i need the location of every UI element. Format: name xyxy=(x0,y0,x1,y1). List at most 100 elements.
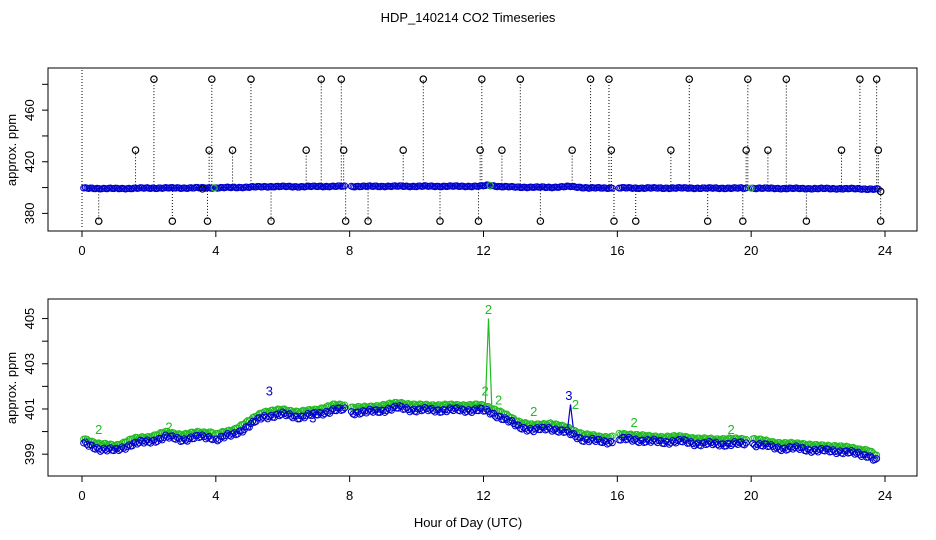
data-point xyxy=(155,430,163,438)
data-point xyxy=(874,185,882,193)
outlier-point xyxy=(198,185,207,193)
data-point xyxy=(598,439,606,447)
data-point xyxy=(265,413,273,421)
data-point xyxy=(83,440,91,448)
data-point xyxy=(674,437,682,445)
outlier-point xyxy=(228,146,237,154)
y-tick-label: 420 xyxy=(22,151,37,173)
data-point xyxy=(98,446,106,454)
data-point xyxy=(767,441,775,449)
data-point xyxy=(297,407,305,415)
outlier-point xyxy=(631,217,640,225)
x-axis-label: Hour of Day (UTC) xyxy=(414,515,522,530)
data-point xyxy=(182,436,190,444)
data-point xyxy=(300,414,308,422)
data-point xyxy=(689,440,697,448)
data-point xyxy=(448,400,456,408)
data-point xyxy=(633,438,641,446)
outlier-point xyxy=(874,146,883,154)
outlier-point xyxy=(536,217,545,225)
data-point xyxy=(652,437,660,445)
point-label: 2 xyxy=(572,397,579,412)
data-point xyxy=(200,428,208,436)
data-point xyxy=(572,433,580,441)
y-axis-label: approx. ppm xyxy=(4,352,19,424)
point-label: 3 xyxy=(266,383,273,398)
data-point xyxy=(732,439,740,447)
outlier-point xyxy=(610,217,618,225)
data-point xyxy=(754,441,762,449)
outlier-point xyxy=(337,75,346,83)
data-point xyxy=(185,435,193,443)
point-label: 2 xyxy=(165,420,172,435)
data-point xyxy=(341,404,349,412)
data-point xyxy=(272,406,280,414)
data-point xyxy=(714,441,722,449)
outlier-point xyxy=(586,75,595,83)
outlier-point xyxy=(168,217,177,225)
data-point xyxy=(707,439,715,447)
data-point xyxy=(486,181,494,190)
data-point xyxy=(707,434,715,442)
x-tick-label: 8 xyxy=(346,243,353,258)
outlier-point xyxy=(744,75,752,83)
data-point xyxy=(590,431,598,439)
data-point xyxy=(294,407,302,415)
data-point xyxy=(740,441,748,449)
data-point xyxy=(729,440,737,448)
data-point xyxy=(846,449,854,457)
x-tick-label: 20 xyxy=(744,243,758,258)
outlier-point xyxy=(837,146,846,154)
outlier-point xyxy=(419,75,428,83)
point-label: 2 xyxy=(482,383,489,398)
outlier-point xyxy=(474,217,483,225)
x-tick-label: 12 xyxy=(476,243,490,258)
data-point xyxy=(389,404,397,412)
point-label: 3 xyxy=(309,411,316,426)
outlier-point xyxy=(802,217,811,225)
outlier-point xyxy=(364,217,372,225)
x-tick-label: 4 xyxy=(212,488,219,503)
data-point xyxy=(214,437,222,445)
outlier-point xyxy=(498,146,506,154)
spike-trace xyxy=(567,404,574,428)
data-point xyxy=(429,407,437,415)
data-point xyxy=(341,182,349,190)
data-point xyxy=(367,407,375,415)
data-point xyxy=(858,452,866,460)
x-tick-label: 12 xyxy=(476,488,490,503)
data-point xyxy=(341,401,349,409)
data-point xyxy=(377,402,385,410)
outlier-point xyxy=(876,217,885,225)
outlier-point xyxy=(317,75,326,83)
outlier-point xyxy=(399,146,408,154)
data-point xyxy=(381,408,389,416)
data-point xyxy=(299,412,307,420)
data-point xyxy=(747,184,755,192)
outlier-point xyxy=(739,217,747,225)
x-tick-label: 16 xyxy=(610,488,624,503)
data-point xyxy=(404,406,412,414)
data-point xyxy=(608,439,616,447)
data-point xyxy=(148,432,156,440)
data-point xyxy=(700,439,708,447)
spike-trace xyxy=(484,318,493,409)
data-point xyxy=(834,448,842,456)
data-point xyxy=(491,412,499,420)
data-point xyxy=(130,435,138,443)
point-label: 2 xyxy=(495,392,502,407)
data-point xyxy=(742,439,750,447)
y-axis-label: approx. ppm xyxy=(4,114,19,186)
data-point xyxy=(463,408,471,416)
data-point xyxy=(831,447,839,455)
outlier-point xyxy=(764,146,772,154)
data-point xyxy=(640,431,648,439)
x-tick-label: 24 xyxy=(878,243,892,258)
outlier-point xyxy=(742,146,750,154)
data-point xyxy=(287,412,295,420)
data-point xyxy=(411,400,419,408)
data-point xyxy=(794,444,802,452)
point-label: 2 xyxy=(530,404,537,419)
